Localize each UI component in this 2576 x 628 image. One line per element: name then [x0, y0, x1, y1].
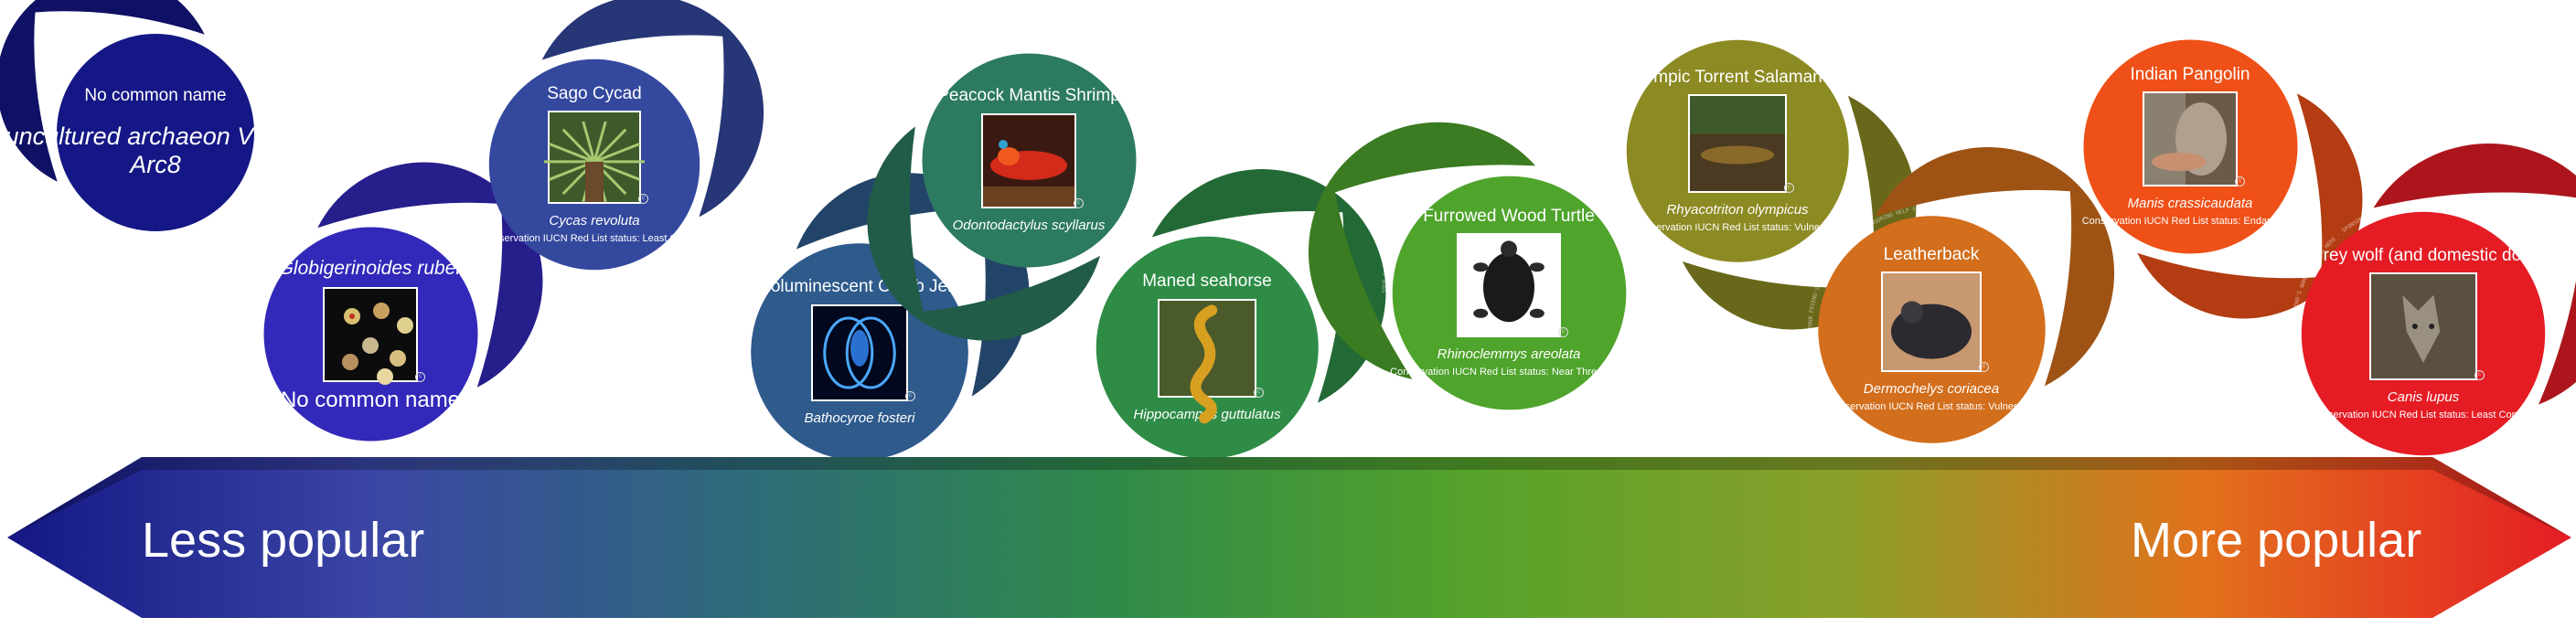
species-leaf[interactable]: YOUR FRIEND'S NAME COULD GO HERE · SPONS…	[1711, 109, 2153, 550]
copyright-icon[interactable]: c	[638, 194, 648, 205]
scientific-name: Dermochelys coriacea	[1863, 381, 2000, 398]
common-name: No common name	[280, 388, 461, 413]
common-name: Maned seahorse	[1142, 271, 1272, 292]
copyright-icon[interactable]: c	[2474, 370, 2485, 381]
species-leaf[interactable]: YOUR FRIEND'S NAME COULD GO HERE · SPONS…	[2186, 97, 2576, 570]
conservation-status: Conservation IUCN Red List status: Vulne…	[1632, 221, 1843, 233]
common-name: Sago Cycad	[547, 83, 642, 103]
turtle-photo[interactable]: c	[1457, 233, 1568, 338]
leaf-content: No common name uncultured archaeon VC2.1 …	[0, 0, 347, 325]
mantis-shrimp-photo[interactable]: c	[981, 113, 1084, 209]
copyright-icon[interactable]: c	[2235, 176, 2245, 187]
species-leaf[interactable]: YOUR FRIEND'S NAME COULD GO HERE · SPONS…	[821, 0, 1237, 368]
species-leaf[interactable]: YOUR FRIEND'S NAME COULD GO HERE · SPONS…	[1983, 0, 2399, 355]
leaf-shape: YOUR FRIEND'S NAME COULD GO HERE · SPONS…	[0, 0, 263, 231]
less-popular-label: Less popular	[142, 513, 425, 568]
scientific-name: Globigerinoides ruber	[278, 258, 463, 280]
more-popular-label: More popular	[2131, 513, 2422, 568]
seahorse-photo[interactable]: c	[1158, 299, 1264, 424]
arrow-body	[7, 457, 2571, 618]
copyright-icon[interactable]: c	[1979, 362, 1989, 373]
species-leaf[interactable]: YOUR FRIEND'S NAME COULD GO HERE · SPONS…	[163, 126, 579, 542]
leaf-content: Grey wolf (and domestic dog) c Canis lupus…	[2186, 97, 2576, 570]
conservation-status: Conservation IUCN Red List status: Endan…	[2081, 215, 2299, 227]
scientific-name: Odontodactylus scyllarus	[952, 218, 1106, 234]
scientific-name: Rhyacotriton olympicus	[1666, 202, 1809, 218]
copyright-icon[interactable]: c	[1784, 183, 1794, 194]
scientific-name: uncultured archaeon VC2.1 Arc8	[5, 122, 306, 178]
copyright-icon[interactable]: c	[1558, 327, 1568, 338]
leaf-content: Leatherback c Dermochelys coriacea Conserva…	[1711, 109, 2153, 550]
scientific-name: Rhinoclemmys areolata	[1437, 346, 1581, 363]
scientific-name: Canis lupus	[2387, 389, 2460, 406]
copyright-icon[interactable]: c	[1254, 388, 1264, 399]
scientific-name: Bathocyroe fosteri	[804, 410, 915, 427]
conservation-status: Conservation IUCN Red List status: Least…	[480, 232, 709, 244]
comb-jelly-photo[interactable]: c	[811, 304, 915, 402]
leaf-content: Furrowed Wood Turtle c Rhinoclemmys areola…	[1282, 66, 1737, 520]
conservation-status: Conservation IUCN Red List status: Least…	[2309, 409, 2538, 420]
common-name: Peacock Mantis Shrimp	[937, 86, 1120, 106]
species-leaf[interactable]: YOUR FRIEND'S NAME COULD GO HERE · SPONS…	[390, 0, 799, 369]
common-name: Grey wolf (and domestic dog)	[2309, 245, 2538, 265]
leaf-content: Sago Cycad c Cycas revoluta Conservation IU…	[390, 0, 799, 369]
common-name: No common name	[84, 86, 227, 106]
species-leaf[interactable]: YOUR FRIEND'S NAME COULD GO HERE · SPONS…	[991, 132, 1424, 564]
species-leaf[interactable]: YOUR FRIEND'S NAME COULD GO HERE · SPONS…	[1282, 66, 1737, 520]
species-leaf[interactable]: YOUR FRIEND'S NAME COULD GO HERE · SPONS…	[0, 0, 347, 325]
leaf-content: Globigerinoides ruber c No common name	[163, 126, 579, 542]
leaf-shape: YOUR FRIEND'S NAME COULD GO HERE · SPONS…	[2072, 28, 2362, 318]
leatherback-photo[interactable]: c	[1881, 271, 1989, 373]
leaf-content: Peacock Mantis Shrimp c Odontodactylus scy…	[821, 0, 1237, 368]
foraminifera-photo[interactable]: c	[323, 287, 425, 386]
copyright-icon[interactable]: c	[1074, 198, 1084, 209]
conservation-status: Conservation IUCN Red List status: Vulne…	[1826, 400, 2036, 412]
common-name: Leatherback	[1883, 244, 1980, 264]
arrow-bevel	[7, 457, 2571, 538]
wolf-photo[interactable]: c	[2369, 272, 2485, 381]
cycad-photo[interactable]: c	[544, 111, 648, 205]
salamander-photo[interactable]: c	[1688, 94, 1794, 194]
leaf-content: Olympic Torrent Salamander c Rhyacotriton …	[1522, 0, 1954, 367]
copyright-icon[interactable]: c	[415, 372, 425, 383]
copyright-icon[interactable]: c	[905, 391, 915, 402]
common-name: Indian Pangolin	[2130, 64, 2250, 84]
species-leaf[interactable]: YOUR FRIEND'S NAME COULD GO HERE · SPONS…	[1522, 0, 1954, 367]
leaf-content: Maned seahorse c Hippocampus guttulatus	[991, 132, 1424, 564]
pangolin-photo[interactable]: c	[2143, 91, 2245, 187]
common-name: Olympic Torrent Salamander	[1627, 67, 1848, 87]
scientific-name: Manis crassicaudata	[2127, 196, 2253, 212]
conservation-status: Conservation IUCN Red List status: Near …	[1390, 366, 1628, 378]
popularity-arrow	[7, 457, 2571, 618]
leaf-content: Indian Pangolin c Manis crassicaudata Conse…	[1983, 0, 2399, 355]
common-name: Furrowed Wood Turtle	[1423, 206, 1595, 226]
scientific-name: Cycas revoluta	[549, 213, 640, 229]
